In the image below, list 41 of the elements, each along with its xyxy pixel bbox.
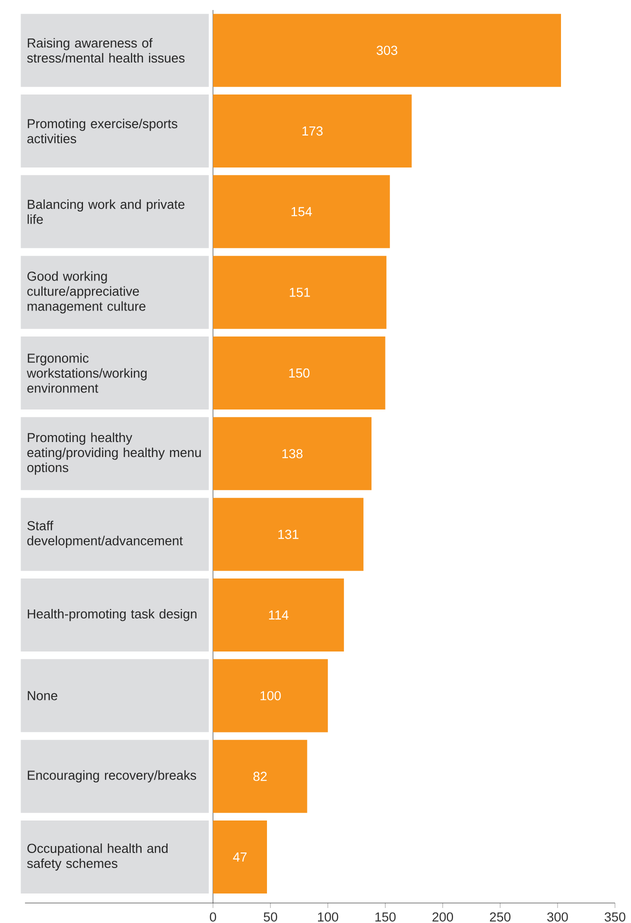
y-tick-label: Occupational health and safety schemes	[27, 843, 168, 871]
bar	[212, 740, 308, 813]
x-tick-label: 150	[375, 912, 396, 922]
bar	[212, 659, 328, 732]
bar	[212, 498, 364, 571]
y-tick-label: Raising awareness of stress/mental health issues	[27, 38, 185, 63]
y-tick-label: Good working culture/appreciative management culture	[27, 271, 146, 314]
x-tick-label: 100	[318, 912, 338, 922]
bar	[212, 14, 561, 87]
data-label: 114	[269, 610, 288, 620]
data-label: 131	[278, 530, 298, 539]
bar	[212, 175, 390, 248]
data-label: 173	[302, 126, 323, 136]
data-label: 82	[253, 772, 267, 781]
y-tick-label: Health-promoting task design	[28, 608, 196, 622]
data-label: 151	[290, 288, 310, 297]
bar	[212, 94, 412, 168]
y-tick-label: None	[28, 691, 58, 700]
y-tick-label: Ergonomic workstations/working environment	[26, 353, 147, 393]
y-tick-label: Promoting exercise/sports activities	[27, 118, 178, 144]
y-tick-label: Staff development/advancement	[27, 520, 183, 548]
x-tick-label: 350	[604, 912, 626, 922]
bar	[212, 336, 386, 410]
y-tick-label: Promoting healthy eating/providing healthy menu options	[27, 432, 201, 475]
data-label: 303	[376, 46, 398, 55]
bar	[212, 820, 267, 894]
x-tick-label: 50	[264, 912, 278, 922]
data-label: 154	[292, 207, 312, 216]
x-tick-label: 300	[547, 912, 568, 922]
data-label: 150	[289, 368, 310, 378]
data-label: 138	[282, 449, 303, 458]
x-tick-label: 250	[490, 912, 510, 922]
x-tick-label: 200	[432, 912, 454, 922]
data-label: 100	[260, 691, 281, 700]
data-label: 47	[233, 852, 247, 862]
bar	[212, 578, 344, 652]
x-tick-label: 0	[210, 912, 216, 922]
y-tick-label: Balancing work and private life	[28, 199, 184, 224]
bar	[212, 417, 372, 490]
bar	[212, 256, 386, 329]
y-tick-label: Encouraging recovery/breaks	[28, 770, 196, 782]
